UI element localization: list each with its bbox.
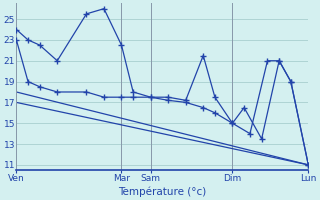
X-axis label: Température (°c): Température (°c) [118,186,206,197]
